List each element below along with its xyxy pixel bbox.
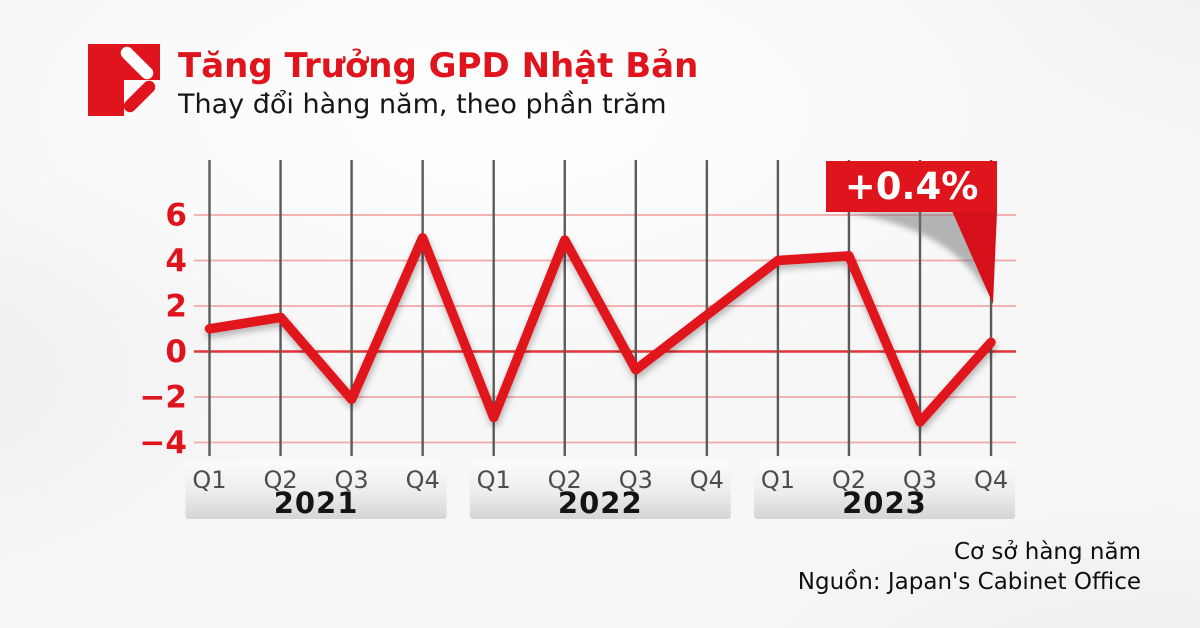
logo-white-stroke [120,46,154,80]
brand-logo-icon [88,44,160,116]
quarter-label: Q2 [263,466,297,494]
quarter-label: Q4 [690,466,724,494]
page-subtitle: Thay đổi hàng năm, theo phần trăm [178,89,667,120]
quarter-label: Q2 [548,466,582,494]
quarter-label: Q4 [974,466,1008,494]
quarter-label: Q3 [335,466,369,494]
callout-tail [952,211,997,304]
logo-red-stroke [123,80,156,113]
basis-note-line: Cơ sở hàng năm [953,539,1141,565]
quarter-label: Q3 [903,466,937,494]
year-label: 2023 [842,486,927,520]
page-title: Tăng Trưởng GPD Nhật Bản [178,46,699,86]
year-band [469,462,731,519]
quarter-label: Q1 [192,466,226,494]
quarter-label: Q1 [477,466,511,494]
quarter-label: Q2 [832,466,866,494]
gdp-line [204,233,996,427]
y-axis-tick-label: 2 [165,289,187,325]
quarter-label: Q1 [761,466,795,494]
year-band [753,462,1016,519]
year-label: 2021 [274,486,359,520]
source-note-line: Nguồn: Japan's Cabinet Office [797,569,1141,595]
y-axis-tick-label: −4 [139,425,187,461]
year-band [185,462,447,519]
y-axis-tick-label: 4 [165,243,187,279]
quarter-label: Q3 [619,466,653,494]
y-axis-tick-label: 6 [165,198,187,234]
year-label: 2022 [558,486,643,520]
callout-label: +0.4% [845,165,979,208]
quarter-label: Q4 [406,466,440,494]
source-note: Cơ sở hàng năm Nguồn: Japan's Cabinet Of… [641,537,1141,597]
callout-badge [826,161,997,212]
y-axis-tick-label: 0 [165,334,187,370]
callout-curl-shadow [836,211,995,297]
y-axis-tick-label: −2 [139,380,187,416]
